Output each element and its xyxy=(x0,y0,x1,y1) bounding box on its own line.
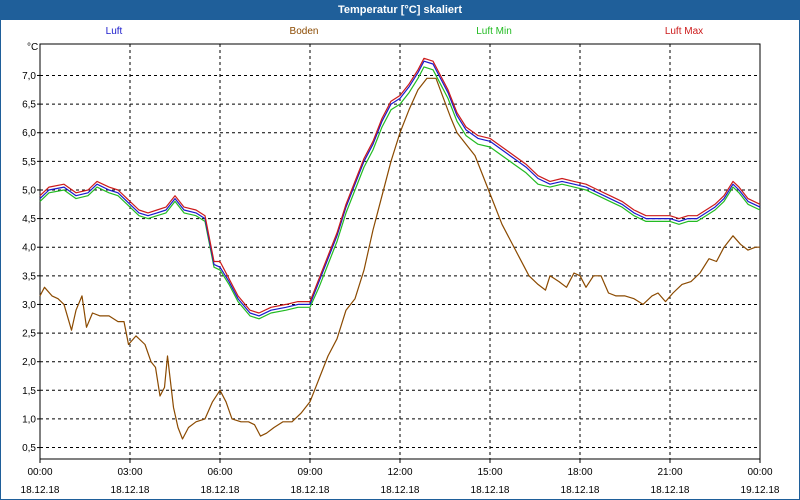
series-lines xyxy=(39,57,761,440)
x-tick-date-label: 18.12.18 xyxy=(291,485,330,496)
x-axis-ticks: 00:00 18.12.18 03:00 18.12.18 06:00 18.12.18 0… xyxy=(21,459,780,496)
series-line-luft-min xyxy=(39,66,761,320)
y-tick-label: 0,5 xyxy=(22,443,36,454)
y-tick-label: 5,0 xyxy=(22,185,36,196)
y-tick-label: 3,5 xyxy=(22,271,36,282)
series-line-boden xyxy=(39,77,760,440)
y-tick-label: 5,5 xyxy=(22,157,36,168)
series-line-luft xyxy=(39,60,761,317)
x-tick-time-label: 00:00 xyxy=(27,467,52,478)
legend-item: Luft xyxy=(106,26,123,37)
y-tick-label: 2,0 xyxy=(22,357,36,368)
y-tick-label: 4,5 xyxy=(22,214,36,225)
y-tick-label: 7,0 xyxy=(22,71,36,82)
window-title: Temperatur [°C] skaliert xyxy=(1,1,799,20)
y-tick-label: 6,5 xyxy=(22,100,36,111)
x-tick-date-label: 18.12.18 xyxy=(381,485,420,496)
y-tick-label: 6,0 xyxy=(22,128,36,139)
legend-item: Boden xyxy=(290,26,319,37)
x-tick-time-label: 15:00 xyxy=(477,467,502,478)
y-tick-label: 3,0 xyxy=(22,300,36,311)
y-tick-label: 1,5 xyxy=(22,386,36,397)
x-tick-time-label: 06:00 xyxy=(207,467,232,478)
x-tick-date-label: 18.12.18 xyxy=(21,485,60,496)
x-tick-time-label: 12:00 xyxy=(387,467,412,478)
x-tick-date-label: 19.12.18 xyxy=(741,485,780,496)
legend-item: Luft Min xyxy=(476,26,512,37)
y-axis-unit-label: °C xyxy=(27,42,38,53)
y-tick-label: 1,0 xyxy=(22,414,36,425)
y-axis-ticks: 0,5 1,0 1,5 2,0 2,5 3,0 3,5 4,0 4,5 5,0 5,5 6,0 6,5 7… xyxy=(22,71,40,454)
legend-item: Luft Max xyxy=(665,26,703,37)
x-tick-date-label: 18.12.18 xyxy=(111,485,150,496)
y-tick-label: 2,5 xyxy=(22,329,36,340)
x-tick-time-label: 00:00 xyxy=(747,467,772,478)
temperature-chart: Luft Boden Luft Min Luft Max °C 0,5 1,0 1,5 2,… xyxy=(21,26,780,496)
series-line-luft-max xyxy=(39,57,761,314)
x-tick-time-label: 03:00 xyxy=(117,467,142,478)
x-tick-date-label: 18.12.18 xyxy=(561,485,600,496)
x-tick-date-label: 18.12.18 xyxy=(651,485,690,496)
y-tick-label: 4,0 xyxy=(22,243,36,254)
x-tick-date-label: 18.12.18 xyxy=(201,485,240,496)
x-tick-time-label: 21:00 xyxy=(657,467,682,478)
grid-lines xyxy=(40,44,760,459)
legend: Luft Boden Luft Min Luft Max xyxy=(106,26,704,37)
x-tick-time-label: 09:00 xyxy=(297,467,322,478)
x-tick-time-label: 18:00 xyxy=(567,467,592,478)
x-tick-date-label: 18.12.18 xyxy=(471,485,510,496)
